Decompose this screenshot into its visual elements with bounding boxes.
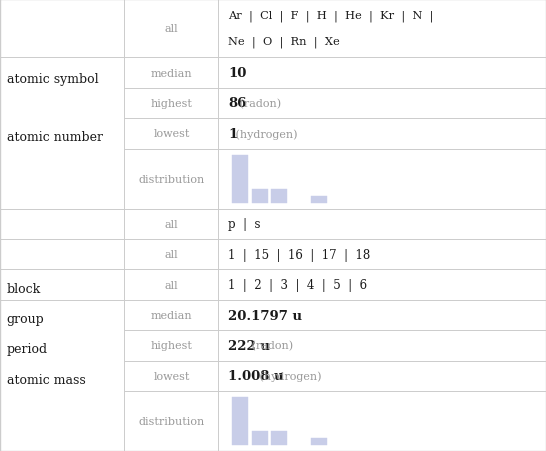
Text: median: median [151,310,192,320]
Text: distribution: distribution [138,416,205,426]
Text: 1  |  15  |  16  |  17  |  18: 1 | 15 | 16 | 17 | 18 [228,248,371,261]
Bar [252,431,268,445]
Text: (hydrogen): (hydrogen) [256,371,321,382]
Text: 1  |  2  |  3  |  4  |  5  |  6: 1 | 2 | 3 | 4 | 5 | 6 [228,278,367,291]
Text: 10: 10 [228,67,247,80]
Text: Ar  |  Cl  |  F  |  H  |  He  |  Kr  |  N  |: Ar | Cl | F | H | He | Kr | N | [228,10,434,22]
Text: atomic mass: atomic mass [7,373,85,386]
Text: (hydrogen): (hydrogen) [232,129,298,139]
Text: (radon): (radon) [248,341,293,351]
Text: all: all [165,219,178,229]
Text: all: all [165,249,178,260]
Text: lowest: lowest [153,371,189,381]
Text: highest: highest [151,99,192,109]
Text: median: median [151,69,192,78]
Text: 86: 86 [228,97,247,110]
Text: atomic number: atomic number [7,131,103,144]
Bar [232,155,248,203]
Bar [271,189,288,203]
Text: 1.008 u: 1.008 u [228,370,284,382]
Text: period: period [7,343,48,356]
Bar [232,397,248,445]
Text: p  |  s: p | s [228,218,261,231]
Text: lowest: lowest [153,129,189,139]
Bar [271,431,288,445]
Text: group: group [7,312,44,325]
Text: all: all [165,280,178,290]
Text: all: all [165,24,178,34]
Text: block: block [7,282,41,295]
Text: distribution: distribution [138,174,205,184]
Text: 1: 1 [228,128,238,141]
Text: (radon): (radon) [236,99,281,109]
Bar [311,438,327,445]
Bar [252,189,268,203]
Text: atomic symbol: atomic symbol [7,73,98,86]
Text: 222 u: 222 u [228,339,270,352]
Text: Ne  |  O  |  Rn  |  Xe: Ne | O | Rn | Xe [228,36,340,48]
Text: 20.1797 u: 20.1797 u [228,309,302,322]
Text: highest: highest [151,341,192,351]
Bar [311,196,327,203]
